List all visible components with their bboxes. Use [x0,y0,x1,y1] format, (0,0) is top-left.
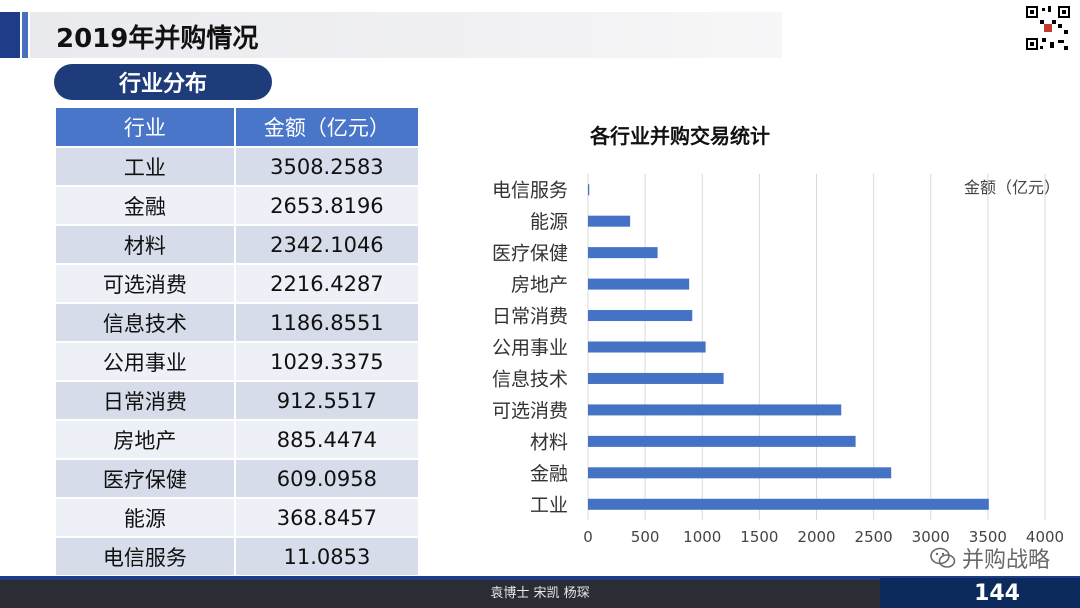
x-tick-label: 1500 [740,528,778,546]
table-row: 可选消费 2216.4287 [56,265,418,302]
watermark-text: 并购战略 [961,548,1050,573]
header-industry: 行业 [56,108,236,146]
cell-amount: 3508.2583 [235,148,418,185]
table-row: 医疗保健 609.0958 [56,460,418,497]
cell-industry: 日常消费 [56,382,236,419]
category-label: 可选消费 [492,400,568,422]
cell-amount: 368.8457 [235,499,418,536]
category-label: 公用事业 [492,337,568,359]
bar-7 [588,278,690,290]
footer-divider [0,576,1080,580]
x-tick-label: 3000 [912,528,950,546]
cell-amount: 885.4474 [235,421,418,458]
category-label: 金融 [530,463,568,485]
table-row: 房地产 885.4474 [56,421,418,458]
qr-code-icon [1024,4,1072,52]
bar-8 [588,247,658,259]
cell-amount: 1186.8551 [235,304,418,341]
bar-6 [588,310,693,322]
x-tick-label: 0 [583,528,593,546]
cell-industry: 电信服务 [56,538,236,575]
chart-container: 各行业并购交易统计 金额（亿元） 0 500 1000 1500 2000 2500 300… [470,110,1070,560]
page-number-box [880,578,1080,608]
chart-title: 各行业并购交易统计 [590,124,770,148]
cell-industry: 公用事业 [56,343,236,380]
cell-industry: 工业 [56,148,236,185]
category-label: 能源 [530,211,568,233]
industry-table: 行业 金额（亿元） 工业 3508.2583 金融 2653.8196 材料 2342… [56,106,418,577]
cell-amount: 2342.1046 [235,226,418,263]
header-amount: 金额（亿元） [235,108,418,146]
x-tick-label: 500 [631,528,660,546]
footer-authors: 袁博士 宋凯 杨琛 [490,586,590,601]
cell-amount: 2216.4287 [235,265,418,302]
cell-industry: 金融 [56,187,236,224]
watermark: 并购战略 [930,542,1050,574]
page-number: 144 [974,581,1020,606]
section-pill: 行业分布 [54,64,272,100]
cell-industry: 材料 [56,226,236,263]
bar-3 [588,404,842,416]
left-accent-bar [0,12,20,58]
bar-4 [588,372,724,384]
x-tick-label: 2500 [855,528,893,546]
page-title: 2019年并购情况 [56,24,259,54]
x-tick-label: 4000 [1026,528,1064,546]
category-label: 日常消费 [492,306,568,328]
table-row: 工业 3508.2583 [56,148,418,185]
bar-5 [588,341,706,353]
bar-10 [588,184,590,196]
cell-amount: 11.0853 [235,538,418,575]
category-label: 电信服务 [492,180,568,202]
table-row: 金融 2653.8196 [56,187,418,224]
bar-chart: 0 500 1000 1500 2000 2500 3000 3500 4000 工业 金融 材料 可选… [492,174,1064,546]
category-label: 工业 [530,494,568,516]
bar-0 [588,498,989,510]
table-row: 电信服务 11.0853 [56,538,418,575]
category-label: 房地产 [511,274,568,296]
category-label: 材料 [530,431,568,453]
x-tick-label: 1000 [683,528,721,546]
category-label: 医疗保健 [492,243,568,265]
table-header-row: 行业 金额（亿元） [56,108,418,146]
cell-industry: 信息技术 [56,304,236,341]
table-row: 公用事业 1029.3375 [56,343,418,380]
bar-1 [588,467,892,479]
table-row: 信息技术 1186.8551 [56,304,418,341]
cell-industry: 房地产 [56,421,236,458]
wechat-icon [930,547,956,568]
cell-amount: 1029.3375 [235,343,418,380]
cell-industry: 医疗保健 [56,460,236,497]
x-tick-label: 3500 [969,528,1007,546]
title-band: 2019年并购情况 [30,12,782,58]
cell-amount: 912.5517 [235,382,418,419]
bar-9 [588,215,631,227]
cell-amount: 2653.8196 [235,187,418,224]
category-label: 信息技术 [492,368,568,390]
cell-industry: 能源 [56,499,236,536]
cell-amount: 609.0958 [235,460,418,497]
cell-industry: 可选消费 [56,265,236,302]
left-accent-stripe [22,12,28,58]
x-tick-label: 2000 [797,528,835,546]
table-row: 日常消费 912.5517 [56,382,418,419]
bar-2 [588,435,856,447]
table-row: 能源 368.8457 [56,499,418,536]
table-row: 材料 2342.1046 [56,226,418,263]
